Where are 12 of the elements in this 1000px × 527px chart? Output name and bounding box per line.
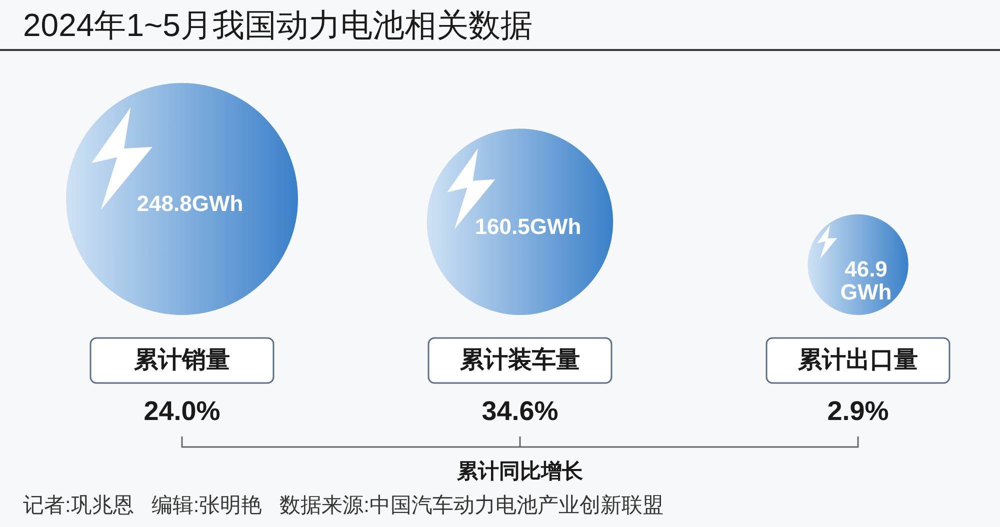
data-label: 34.6% [482,396,558,426]
data-label: 46.9 GWh [840,256,892,305]
category-label: 累计销量 [132,346,230,374]
data-label: 160.5GWh [474,214,582,239]
data-label: 2.9% [827,396,889,426]
category-label: 累计出口量 [797,346,918,374]
text: 记者:巩兆恩 编辑:张明艳 数据来源:中国汽车动力电池产业创新联盟 [23,494,664,518]
text: 2024年1~5月我国动力电池相关数据 [23,6,532,45]
data-label: 24.0% [144,396,220,426]
category-label: 累计装车量 [459,346,580,374]
legend-label: 累计同比增长 [456,460,584,483]
data-label: 248.8GWh [136,191,244,216]
